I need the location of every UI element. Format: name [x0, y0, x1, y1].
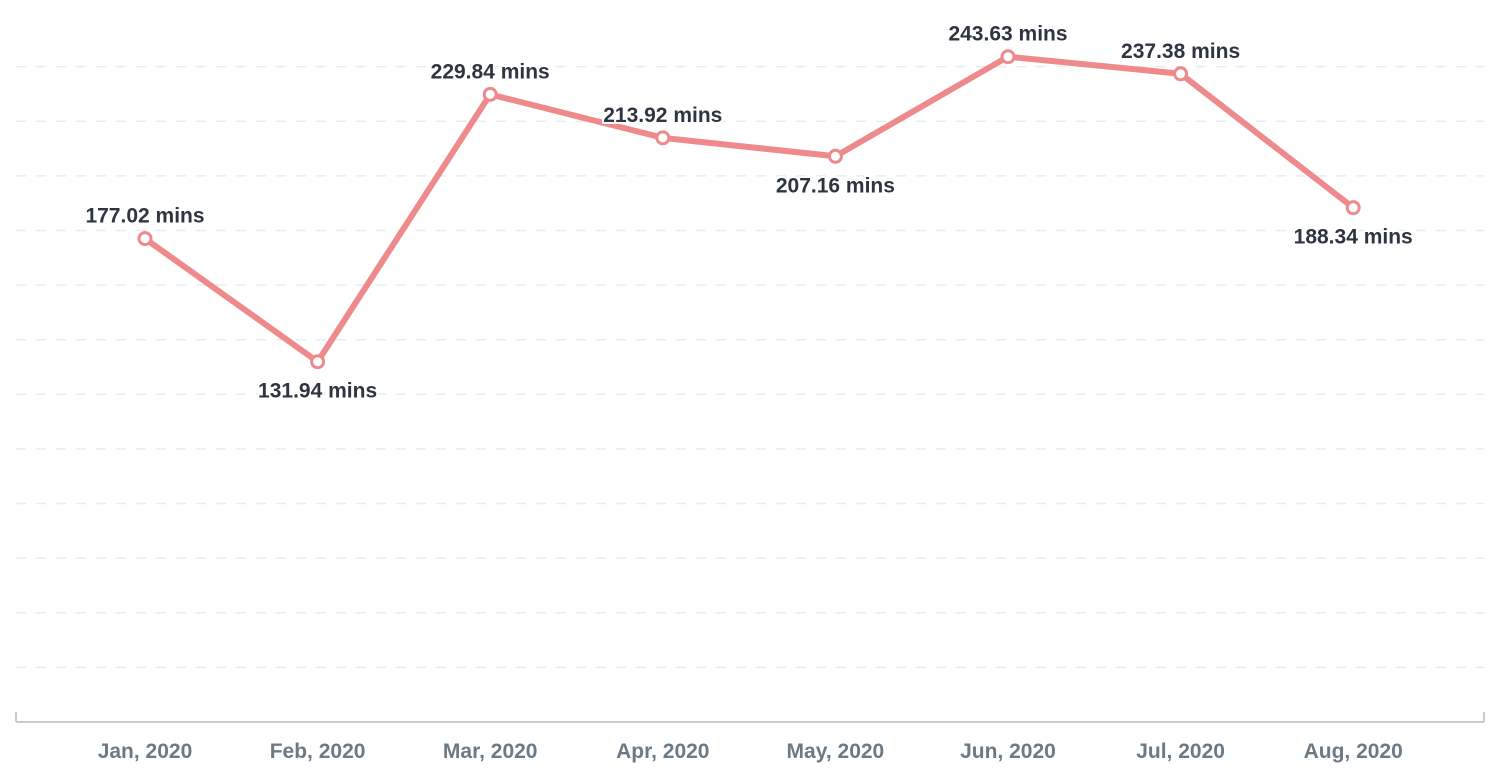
series-group — [137, 49, 1361, 370]
x-tick-label: May, 2020 — [787, 740, 885, 763]
data-label: 213.92 mins — [603, 104, 722, 127]
x-tick-label: Mar, 2020 — [443, 740, 538, 763]
data-point[interactable] — [1000, 49, 1016, 65]
x-tick-label: Jun, 2020 — [960, 740, 1056, 763]
x-tick-label: Apr, 2020 — [616, 740, 709, 763]
x-tick-labels: Jan, 2020 Feb, 2020 Mar, 2020 Apr, 2020 May,… — [98, 740, 1403, 763]
x-tick-label: Aug, 2020 — [1304, 740, 1403, 763]
data-label: 131.94 mins — [258, 380, 377, 403]
data-label: 243.63 mins — [948, 23, 1067, 46]
data-point[interactable] — [310, 354, 326, 370]
x-tick-label: Feb, 2020 — [270, 740, 366, 763]
x-tick-label: Jan, 2020 — [98, 740, 193, 763]
data-label: 188.34 mins — [1294, 226, 1413, 249]
data-point[interactable] — [1345, 200, 1361, 216]
x-axis — [15, 712, 1485, 723]
data-label: 237.38 mins — [1121, 40, 1240, 63]
data-label: 229.84 mins — [431, 60, 550, 83]
data-labels: 177.02 mins 131.94 mins 229.84 mins 213.92 … — [83, 21, 1414, 405]
data-point[interactable] — [655, 130, 671, 146]
data-label: 207.16 mins — [776, 174, 895, 197]
data-point[interactable] — [827, 148, 843, 164]
gridlines — [16, 65, 1484, 669]
data-point[interactable] — [1173, 66, 1189, 82]
data-point[interactable] — [482, 86, 498, 102]
data-label: 177.02 mins — [85, 205, 204, 228]
series-line — [142, 53, 1357, 365]
x-tick-label: Jul, 2020 — [1136, 740, 1225, 763]
data-point[interactable] — [137, 231, 153, 247]
